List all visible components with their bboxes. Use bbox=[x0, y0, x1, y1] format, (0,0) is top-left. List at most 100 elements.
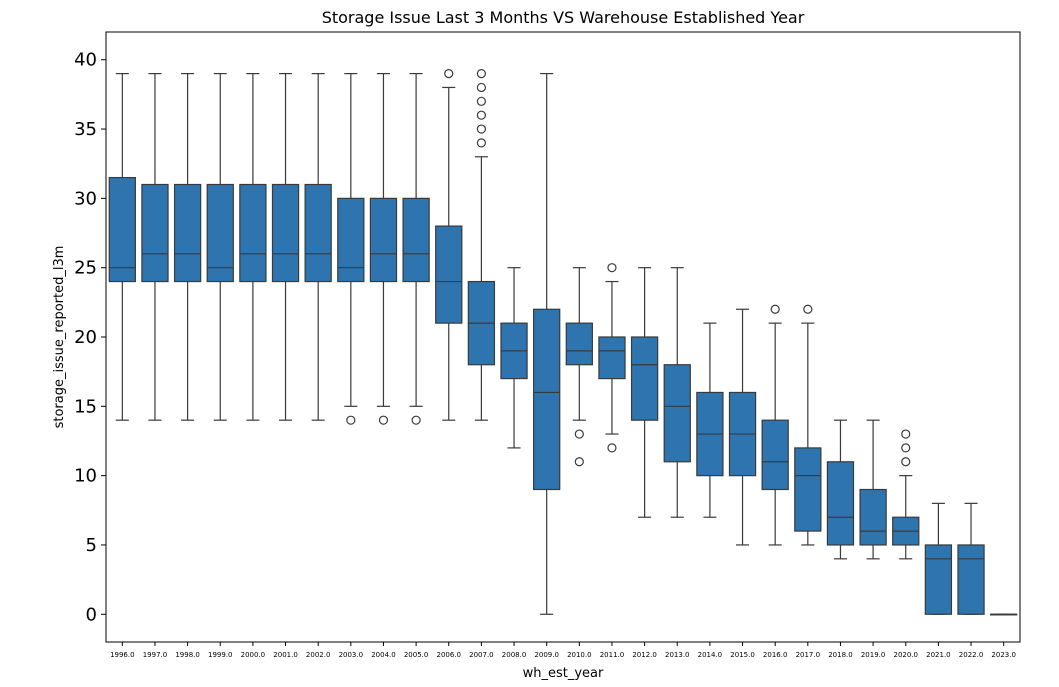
iqr-box bbox=[957, 544, 985, 615]
iqr-box bbox=[271, 183, 300, 283]
y-axis-label: storage_issue_reported_l3m bbox=[52, 246, 67, 429]
outlier-point bbox=[444, 68, 454, 79]
iqr-box bbox=[239, 183, 267, 283]
iqr-box bbox=[565, 322, 593, 366]
x-tick-label: 2000.0 bbox=[241, 651, 266, 659]
x-tick-label: 2022.0 bbox=[959, 651, 984, 659]
box-2017.0 bbox=[794, 304, 822, 546]
y-tick-label: 40 bbox=[74, 50, 97, 71]
box-2012.0 bbox=[630, 267, 659, 518]
x-tick-label: 2008.0 bbox=[502, 651, 527, 659]
box-2015.0 bbox=[728, 308, 757, 546]
x-tick-label: 2009.0 bbox=[534, 651, 559, 659]
x-tick-label: 2006.0 bbox=[437, 651, 462, 659]
outlier-point bbox=[346, 415, 356, 425]
outlier-point bbox=[411, 415, 421, 425]
iqr-box bbox=[402, 197, 430, 283]
iqr-box bbox=[533, 308, 561, 491]
box-2003.0 bbox=[337, 72, 365, 425]
box-1996.0 bbox=[108, 72, 136, 421]
y-tick-label: 0 bbox=[86, 604, 97, 625]
x-tick-label: 2001.0 bbox=[273, 651, 298, 659]
outlier-point bbox=[574, 429, 584, 439]
iqr-box bbox=[206, 183, 234, 283]
x-tick-label: 2013.0 bbox=[665, 651, 690, 659]
box-2018.0 bbox=[826, 419, 855, 560]
box-2001.0 bbox=[271, 72, 300, 421]
outlier-point bbox=[476, 82, 486, 93]
box-2022.0 bbox=[957, 502, 985, 615]
x-tick-label: 1999.0 bbox=[208, 651, 233, 659]
box-2019.0 bbox=[859, 419, 887, 560]
outlier-point bbox=[476, 96, 486, 106]
outlier-point bbox=[476, 68, 486, 79]
outlier-point bbox=[476, 110, 486, 120]
x-tick-label: 2004.0 bbox=[371, 651, 396, 659]
box-2021.0 bbox=[924, 502, 953, 615]
x-tick-label: 2023.0 bbox=[991, 651, 1016, 659]
box-1997.0 bbox=[141, 72, 169, 421]
iqr-box bbox=[630, 336, 659, 421]
box-2006.0 bbox=[435, 68, 463, 421]
iqr-box bbox=[826, 461, 855, 546]
x-tick-label: 2010.0 bbox=[567, 651, 592, 659]
x-tick-label: 2014.0 bbox=[698, 651, 723, 659]
box-2014.0 bbox=[696, 322, 724, 518]
box-2016.0 bbox=[761, 304, 789, 546]
iqr-box bbox=[859, 488, 887, 546]
chart-title: Storage Issue Last 3 Months VS Warehouse… bbox=[322, 8, 805, 27]
box-2004.0 bbox=[369, 72, 398, 425]
iqr-box bbox=[924, 544, 953, 615]
x-tick-label: 2017.0 bbox=[796, 651, 821, 659]
outlier-point bbox=[803, 304, 813, 314]
x-axis: 1996.0 1997.0 1998.0 1999.0 2000.0 2001.0 2002… bbox=[110, 642, 1016, 659]
iqr-box bbox=[761, 419, 789, 491]
y-tick-label: 5 bbox=[86, 535, 97, 556]
box-2013.0 bbox=[663, 267, 691, 518]
box-2000.0 bbox=[239, 72, 267, 421]
box-2008.0 bbox=[500, 267, 528, 449]
x-tick-label: 2020.0 bbox=[894, 651, 919, 659]
y-tick-label: 20 bbox=[74, 327, 97, 348]
x-tick-label: 2002.0 bbox=[306, 651, 331, 659]
x-tick-label: 2019.0 bbox=[861, 651, 886, 659]
outlier-point bbox=[901, 429, 911, 439]
iqr-box bbox=[794, 447, 822, 532]
box-1999.0 bbox=[206, 72, 234, 421]
y-tick-label: 35 bbox=[74, 119, 97, 140]
outlier-point bbox=[476, 138, 486, 148]
box-2020.0 bbox=[892, 429, 920, 560]
y-tick-label: 15 bbox=[74, 396, 97, 417]
iqr-box bbox=[173, 183, 202, 283]
x-tick-label: 2021.0 bbox=[926, 651, 951, 659]
outlier-point bbox=[607, 263, 617, 273]
outlier-point bbox=[770, 304, 780, 314]
x-tick-label: 2012.0 bbox=[632, 651, 657, 659]
box-2023.0 bbox=[990, 613, 1018, 616]
iqr-box bbox=[108, 176, 136, 283]
outlier-point bbox=[574, 457, 584, 467]
outlier-point bbox=[476, 124, 486, 134]
iqr-box bbox=[337, 197, 365, 283]
x-tick-label: 2007.0 bbox=[469, 651, 494, 659]
y-tick-label: 10 bbox=[74, 466, 97, 487]
x-tick-label: 1996.0 bbox=[110, 651, 135, 659]
x-tick-label: 1997.0 bbox=[143, 651, 168, 659]
iqr-box bbox=[598, 336, 626, 380]
box-2011.0 bbox=[598, 263, 626, 453]
iqr-box bbox=[435, 225, 463, 324]
box-2009.0 bbox=[533, 72, 561, 615]
x-axis-label: wh_est_year bbox=[523, 666, 604, 681]
box-2007.0 bbox=[467, 68, 496, 421]
x-tick-label: 1998.0 bbox=[175, 651, 200, 659]
x-tick-label: 2016.0 bbox=[763, 651, 788, 659]
iqr-box bbox=[141, 183, 169, 283]
outlier-point bbox=[901, 443, 911, 453]
y-tick-label: 25 bbox=[74, 258, 97, 279]
iqr-box bbox=[304, 183, 332, 283]
y-axis: 0 5 10 15 20 25 30 35 40 bbox=[74, 50, 106, 625]
plot-area bbox=[108, 68, 1018, 616]
box-2005.0 bbox=[402, 72, 430, 425]
iqr-box bbox=[663, 364, 691, 463]
